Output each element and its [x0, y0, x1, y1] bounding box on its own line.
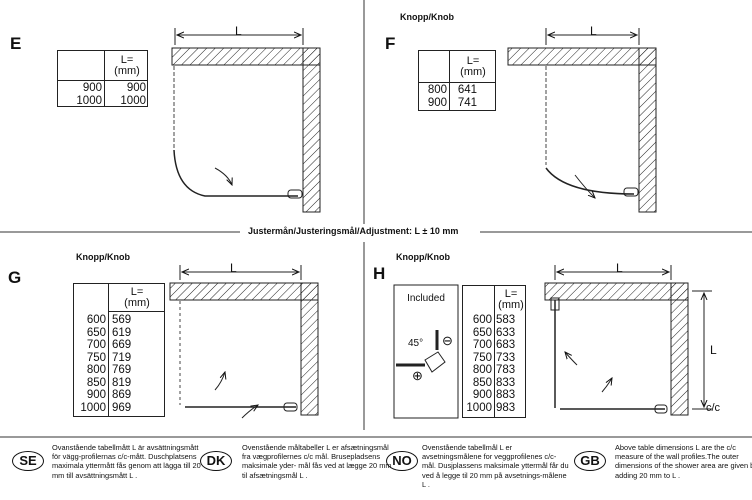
cell: 800 [86, 364, 106, 376]
dimension-label-g: L [230, 261, 237, 275]
cell: 900 [86, 389, 106, 401]
language-badge-dk: DK [200, 451, 232, 471]
cell: 900 [427, 96, 447, 109]
cell: 619 [112, 326, 132, 339]
drawing-h [544, 265, 712, 416]
note-dk: Ovenstående måltabeller L er afsætningsm… [242, 443, 392, 480]
cell: 669 [112, 339, 132, 351]
cell: 850 [472, 376, 492, 389]
cell: 983 [496, 401, 516, 414]
header-mm: (mm) [460, 66, 486, 78]
header-mm: (mm) [498, 299, 524, 311]
drawing-e [171, 28, 321, 213]
angle-label: 45° [408, 338, 424, 349]
header-mm: (mm) [114, 65, 140, 77]
cell: 700 [472, 339, 492, 351]
cell: 769 [112, 364, 132, 376]
cell: 1000 [80, 401, 106, 414]
cell: 750 [86, 351, 106, 364]
header-mm: (mm) [124, 297, 150, 309]
cell: 719 [112, 351, 132, 364]
header-l: L= [466, 55, 480, 67]
cell: 969 [112, 401, 132, 414]
cell: 600 [86, 314, 106, 326]
knob-label-g: Knopp/Knob [76, 252, 130, 262]
cell: 850 [86, 376, 106, 389]
included-title: Included [407, 293, 445, 304]
cell: 600 [472, 314, 492, 326]
hinge-detail-icon [393, 284, 459, 419]
table-f: L= (mm) 800 900 641 741 [418, 50, 496, 111]
header-l: L= [504, 288, 518, 300]
note-no: Ovenstående tabellmål L er avsetningsmål… [422, 443, 569, 489]
drawing-g [169, 265, 319, 419]
knob-label-h: Knopp/Knob [396, 252, 450, 262]
cell: 783 [496, 364, 516, 376]
cell: 733 [496, 351, 516, 364]
panel-letter-e: E [10, 34, 22, 53]
cell: 641 [457, 84, 477, 96]
drawing-f [507, 28, 657, 213]
cell: 869 [112, 389, 132, 401]
cell: 1000 [466, 401, 492, 414]
cell: 800 [472, 364, 492, 376]
cell: 800 [427, 84, 447, 96]
language-badge-se: SE [12, 451, 44, 471]
cell: 633 [496, 326, 516, 339]
cell: 819 [112, 376, 132, 389]
cell: 883 [496, 389, 516, 401]
cell: 1000 [120, 94, 146, 107]
dimension-label-f: L [590, 24, 597, 38]
cc-label: c/c [706, 402, 721, 414]
header-l: L= [130, 286, 144, 298]
note-gb: Above table dimensions L are the c/c mea… [615, 443, 752, 480]
cell: 650 [86, 326, 106, 339]
cell: 741 [457, 96, 477, 109]
cell: 900 [82, 82, 102, 94]
panel-letter-f: F [385, 34, 396, 53]
language-badge-gb: GB [574, 451, 606, 471]
cell: 1000 [76, 94, 102, 107]
cell: 900 [126, 82, 146, 94]
cell: 650 [472, 326, 492, 339]
dimension-label-h: L [616, 261, 623, 275]
cell: 833 [496, 376, 516, 389]
cell: 700 [86, 339, 106, 351]
knob-label-f: Knopp/Knob [400, 12, 454, 22]
panel-letter-h: H [373, 264, 386, 283]
header-l: L= [120, 54, 134, 66]
cell: 683 [496, 339, 516, 351]
cell: 569 [112, 314, 132, 326]
panel-letter-g: G [8, 268, 22, 287]
adjustment-title: Justermån/Justeringsmål/Adjustment: L ± … [248, 226, 459, 236]
dimension-label-h-depth: L [710, 343, 717, 357]
note-se: Ovanstående tabellmått L är avsättningsm… [52, 443, 201, 480]
table-e: L= (mm) 900 1000 900 1000 [57, 50, 148, 107]
cell: 583 [496, 314, 516, 326]
minus-icon: ⊖ [442, 333, 453, 348]
plus-icon: ⊕ [412, 368, 423, 383]
table-g: L= (mm) 600 650 700 750 800 850 900 1000 569 619 6… [73, 283, 165, 417]
dimension-label-e: L [235, 24, 242, 38]
language-badge-no: NO [386, 451, 418, 471]
table-h: L= (mm) 600 650 700 750 800 850 900 1000 583 633 6… [462, 285, 526, 418]
cell: 750 [472, 351, 492, 364]
cell: 900 [472, 389, 492, 401]
